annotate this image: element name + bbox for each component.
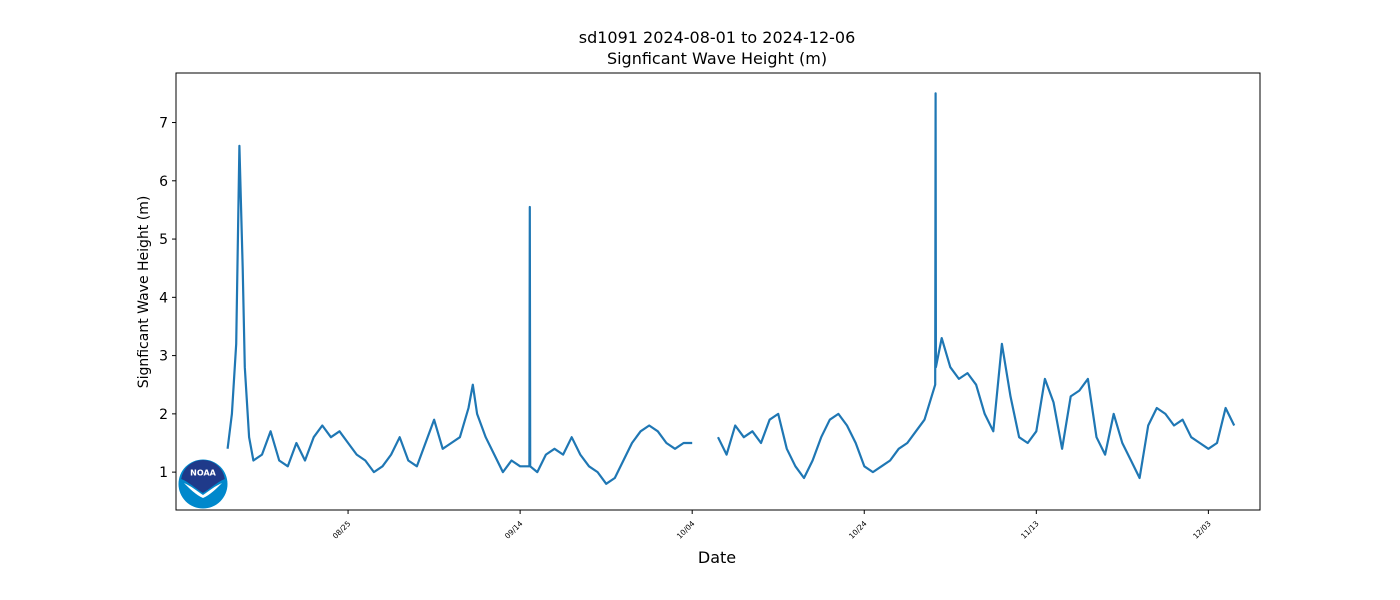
logo-upper-field [181, 459, 225, 493]
x-tick-label: 11/13 [1019, 519, 1041, 541]
y-axis-label: Signficant Wave Height (m) [136, 196, 152, 389]
y-tick-label: 4 [159, 290, 168, 306]
y-tick-label: 6 [159, 174, 168, 190]
x-tick-label: 08/25 [331, 519, 353, 541]
chart-subtitle: Signficant Wave Height (m) [607, 49, 827, 68]
logo-gull-wave [184, 483, 222, 498]
y-tick-label: 1 [159, 465, 168, 481]
y-tick-label: 2 [159, 407, 168, 423]
x-tick-label: 09/14 [503, 519, 525, 541]
x-tick-label: 12/03 [1191, 519, 1213, 541]
y-axis-ticks: 1 2 3 4 5 6 7 [159, 116, 176, 481]
x-axis-label: Date [698, 548, 736, 567]
chart-title: sd1091 2024-08-01 to 2024-12-06 [579, 28, 856, 47]
x-tick-label: 10/04 [675, 519, 697, 541]
x-axis-ticks: 08/25 09/14 10/04 10/24 11/13 12/03 [331, 510, 1213, 541]
series-line [226, 144, 693, 485]
x-tick-label: 10/24 [847, 519, 869, 541]
noaa-logo: NOAA [178, 459, 228, 509]
y-tick-label: 7 [159, 116, 168, 132]
series-line [717, 92, 1236, 480]
y-tick-label: 3 [159, 349, 168, 365]
series-layer [226, 92, 1236, 485]
y-tick-label: 5 [159, 232, 168, 248]
logo-text: NOAA [190, 469, 216, 478]
plot-area [175, 72, 1261, 511]
